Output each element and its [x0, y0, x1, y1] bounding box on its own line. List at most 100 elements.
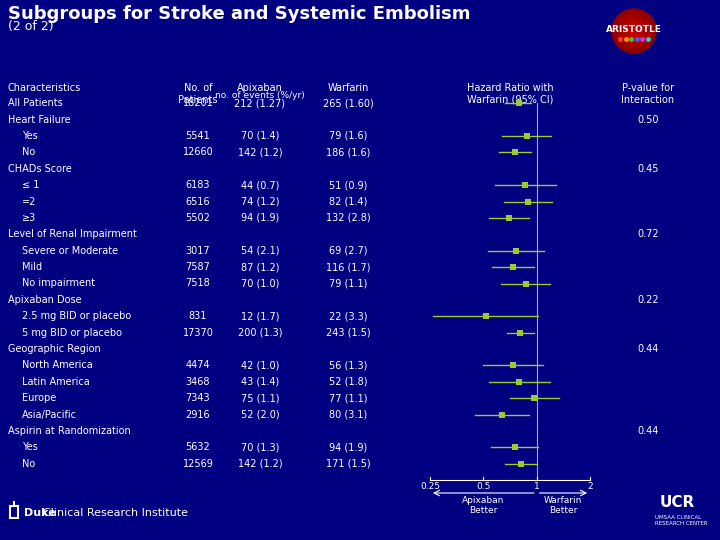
Text: 77 (1.1): 77 (1.1): [329, 393, 367, 403]
Circle shape: [626, 23, 642, 39]
Text: 0.72: 0.72: [637, 230, 659, 239]
Circle shape: [631, 28, 637, 34]
Text: Apixaban: Apixaban: [237, 83, 283, 93]
Text: 243 (1.5): 243 (1.5): [325, 328, 370, 338]
Circle shape: [628, 25, 640, 37]
Text: 82 (1.4): 82 (1.4): [329, 197, 367, 206]
Text: 52 (2.0): 52 (2.0): [240, 410, 279, 420]
Text: 7587: 7587: [186, 262, 210, 272]
Text: No. of
Patients: No. of Patients: [179, 83, 217, 105]
Text: no. of events (%/yr): no. of events (%/yr): [215, 91, 305, 100]
Text: Geographic Region: Geographic Region: [8, 344, 101, 354]
Circle shape: [618, 15, 650, 47]
Text: 12 (1.7): 12 (1.7): [240, 311, 279, 321]
Text: 70 (1.0): 70 (1.0): [240, 279, 279, 288]
Circle shape: [632, 29, 636, 33]
Text: 12660: 12660: [183, 147, 213, 157]
Text: 75 (1.1): 75 (1.1): [240, 393, 279, 403]
Text: Aspirin at Randomization: Aspirin at Randomization: [8, 426, 131, 436]
Text: 0.5: 0.5: [476, 482, 490, 491]
Text: Subgroups for Stroke and Systemic Embolism: Subgroups for Stroke and Systemic Emboli…: [8, 5, 470, 23]
Text: =2: =2: [22, 197, 37, 206]
Circle shape: [616, 13, 652, 49]
Text: 5632: 5632: [186, 442, 210, 453]
Text: Clinical Research Institute: Clinical Research Institute: [43, 508, 188, 518]
Text: Heart Failure: Heart Failure: [8, 114, 71, 125]
Text: 0.45: 0.45: [637, 164, 659, 174]
Text: P-value for
Interaction: P-value for Interaction: [621, 83, 675, 105]
Text: 74 (1.2): 74 (1.2): [240, 197, 279, 206]
Text: 5541: 5541: [186, 131, 210, 141]
Text: 70 (1.4): 70 (1.4): [240, 131, 279, 141]
Text: CHADs Score: CHADs Score: [8, 164, 72, 174]
Text: 56 (1.3): 56 (1.3): [329, 361, 367, 370]
Text: 7518: 7518: [186, 279, 210, 288]
Text: 116 (1.7): 116 (1.7): [325, 262, 370, 272]
Text: Severe or Moderate: Severe or Moderate: [22, 246, 118, 256]
Text: 69 (2.7): 69 (2.7): [329, 246, 367, 256]
Text: 87 (1.2): 87 (1.2): [240, 262, 279, 272]
Text: Hazard Ratio with
Warfarin (95% CI): Hazard Ratio with Warfarin (95% CI): [467, 83, 553, 105]
Circle shape: [612, 9, 656, 53]
Text: 265 (1.60): 265 (1.60): [323, 98, 374, 108]
Text: No: No: [22, 459, 35, 469]
Text: North America: North America: [22, 361, 93, 370]
Text: 2916: 2916: [186, 410, 210, 420]
Text: ARISTOTLE: ARISTOTLE: [606, 24, 662, 33]
Circle shape: [617, 14, 651, 48]
Circle shape: [623, 20, 645, 42]
Text: No impairment: No impairment: [22, 279, 95, 288]
Text: 1: 1: [534, 482, 539, 491]
Text: 3468: 3468: [186, 377, 210, 387]
Text: 6183: 6183: [186, 180, 210, 190]
Circle shape: [621, 18, 647, 44]
Text: All Patients: All Patients: [8, 98, 63, 108]
Text: 0.44: 0.44: [637, 344, 659, 354]
Text: UCR: UCR: [660, 495, 696, 510]
Circle shape: [615, 12, 653, 50]
Circle shape: [629, 26, 639, 36]
Circle shape: [622, 19, 646, 43]
Text: 79 (1.6): 79 (1.6): [329, 131, 367, 141]
Text: 80 (3.1): 80 (3.1): [329, 410, 367, 420]
Text: 831: 831: [189, 311, 207, 321]
Text: Latin America: Latin America: [22, 377, 90, 387]
Text: 6516: 6516: [186, 197, 210, 206]
Circle shape: [614, 11, 654, 51]
Circle shape: [620, 17, 648, 45]
Circle shape: [613, 10, 655, 52]
Text: Level of Renal Impairment: Level of Renal Impairment: [8, 230, 137, 239]
Text: 142 (1.2): 142 (1.2): [238, 459, 282, 469]
Text: 142 (1.2): 142 (1.2): [238, 147, 282, 157]
Text: Warfarin: Warfarin: [328, 83, 369, 93]
Text: ≤ 1: ≤ 1: [22, 180, 40, 190]
Circle shape: [619, 16, 649, 46]
Text: 0.50: 0.50: [637, 114, 659, 125]
Text: 79 (1.1): 79 (1.1): [329, 279, 367, 288]
Text: 0.22: 0.22: [637, 295, 659, 305]
Circle shape: [630, 27, 638, 35]
Circle shape: [633, 30, 635, 32]
Text: Apixaban Dose: Apixaban Dose: [8, 295, 81, 305]
Text: Characteristics: Characteristics: [8, 83, 81, 93]
Text: 171 (1.5): 171 (1.5): [325, 459, 370, 469]
Circle shape: [627, 24, 641, 38]
Text: Warfarin
Better: Warfarin Better: [544, 496, 582, 515]
Text: 17370: 17370: [183, 328, 213, 338]
Text: Mild: Mild: [22, 262, 42, 272]
Circle shape: [625, 22, 643, 40]
Text: 4474: 4474: [186, 361, 210, 370]
Text: Yes: Yes: [22, 131, 37, 141]
Text: 42 (1.0): 42 (1.0): [240, 361, 279, 370]
Text: 52 (1.8): 52 (1.8): [329, 377, 367, 387]
Text: 22 (3.3): 22 (3.3): [329, 311, 367, 321]
Text: 2: 2: [588, 482, 593, 491]
Text: 54 (2.1): 54 (2.1): [240, 246, 279, 256]
Circle shape: [624, 21, 644, 41]
Text: 212 (1.27): 212 (1.27): [235, 98, 286, 108]
Text: 3017: 3017: [186, 246, 210, 256]
Text: 5502: 5502: [186, 213, 210, 223]
Text: 132 (2.8): 132 (2.8): [325, 213, 370, 223]
Text: 18201: 18201: [183, 98, 213, 108]
Text: (2 of 2): (2 of 2): [8, 20, 53, 33]
